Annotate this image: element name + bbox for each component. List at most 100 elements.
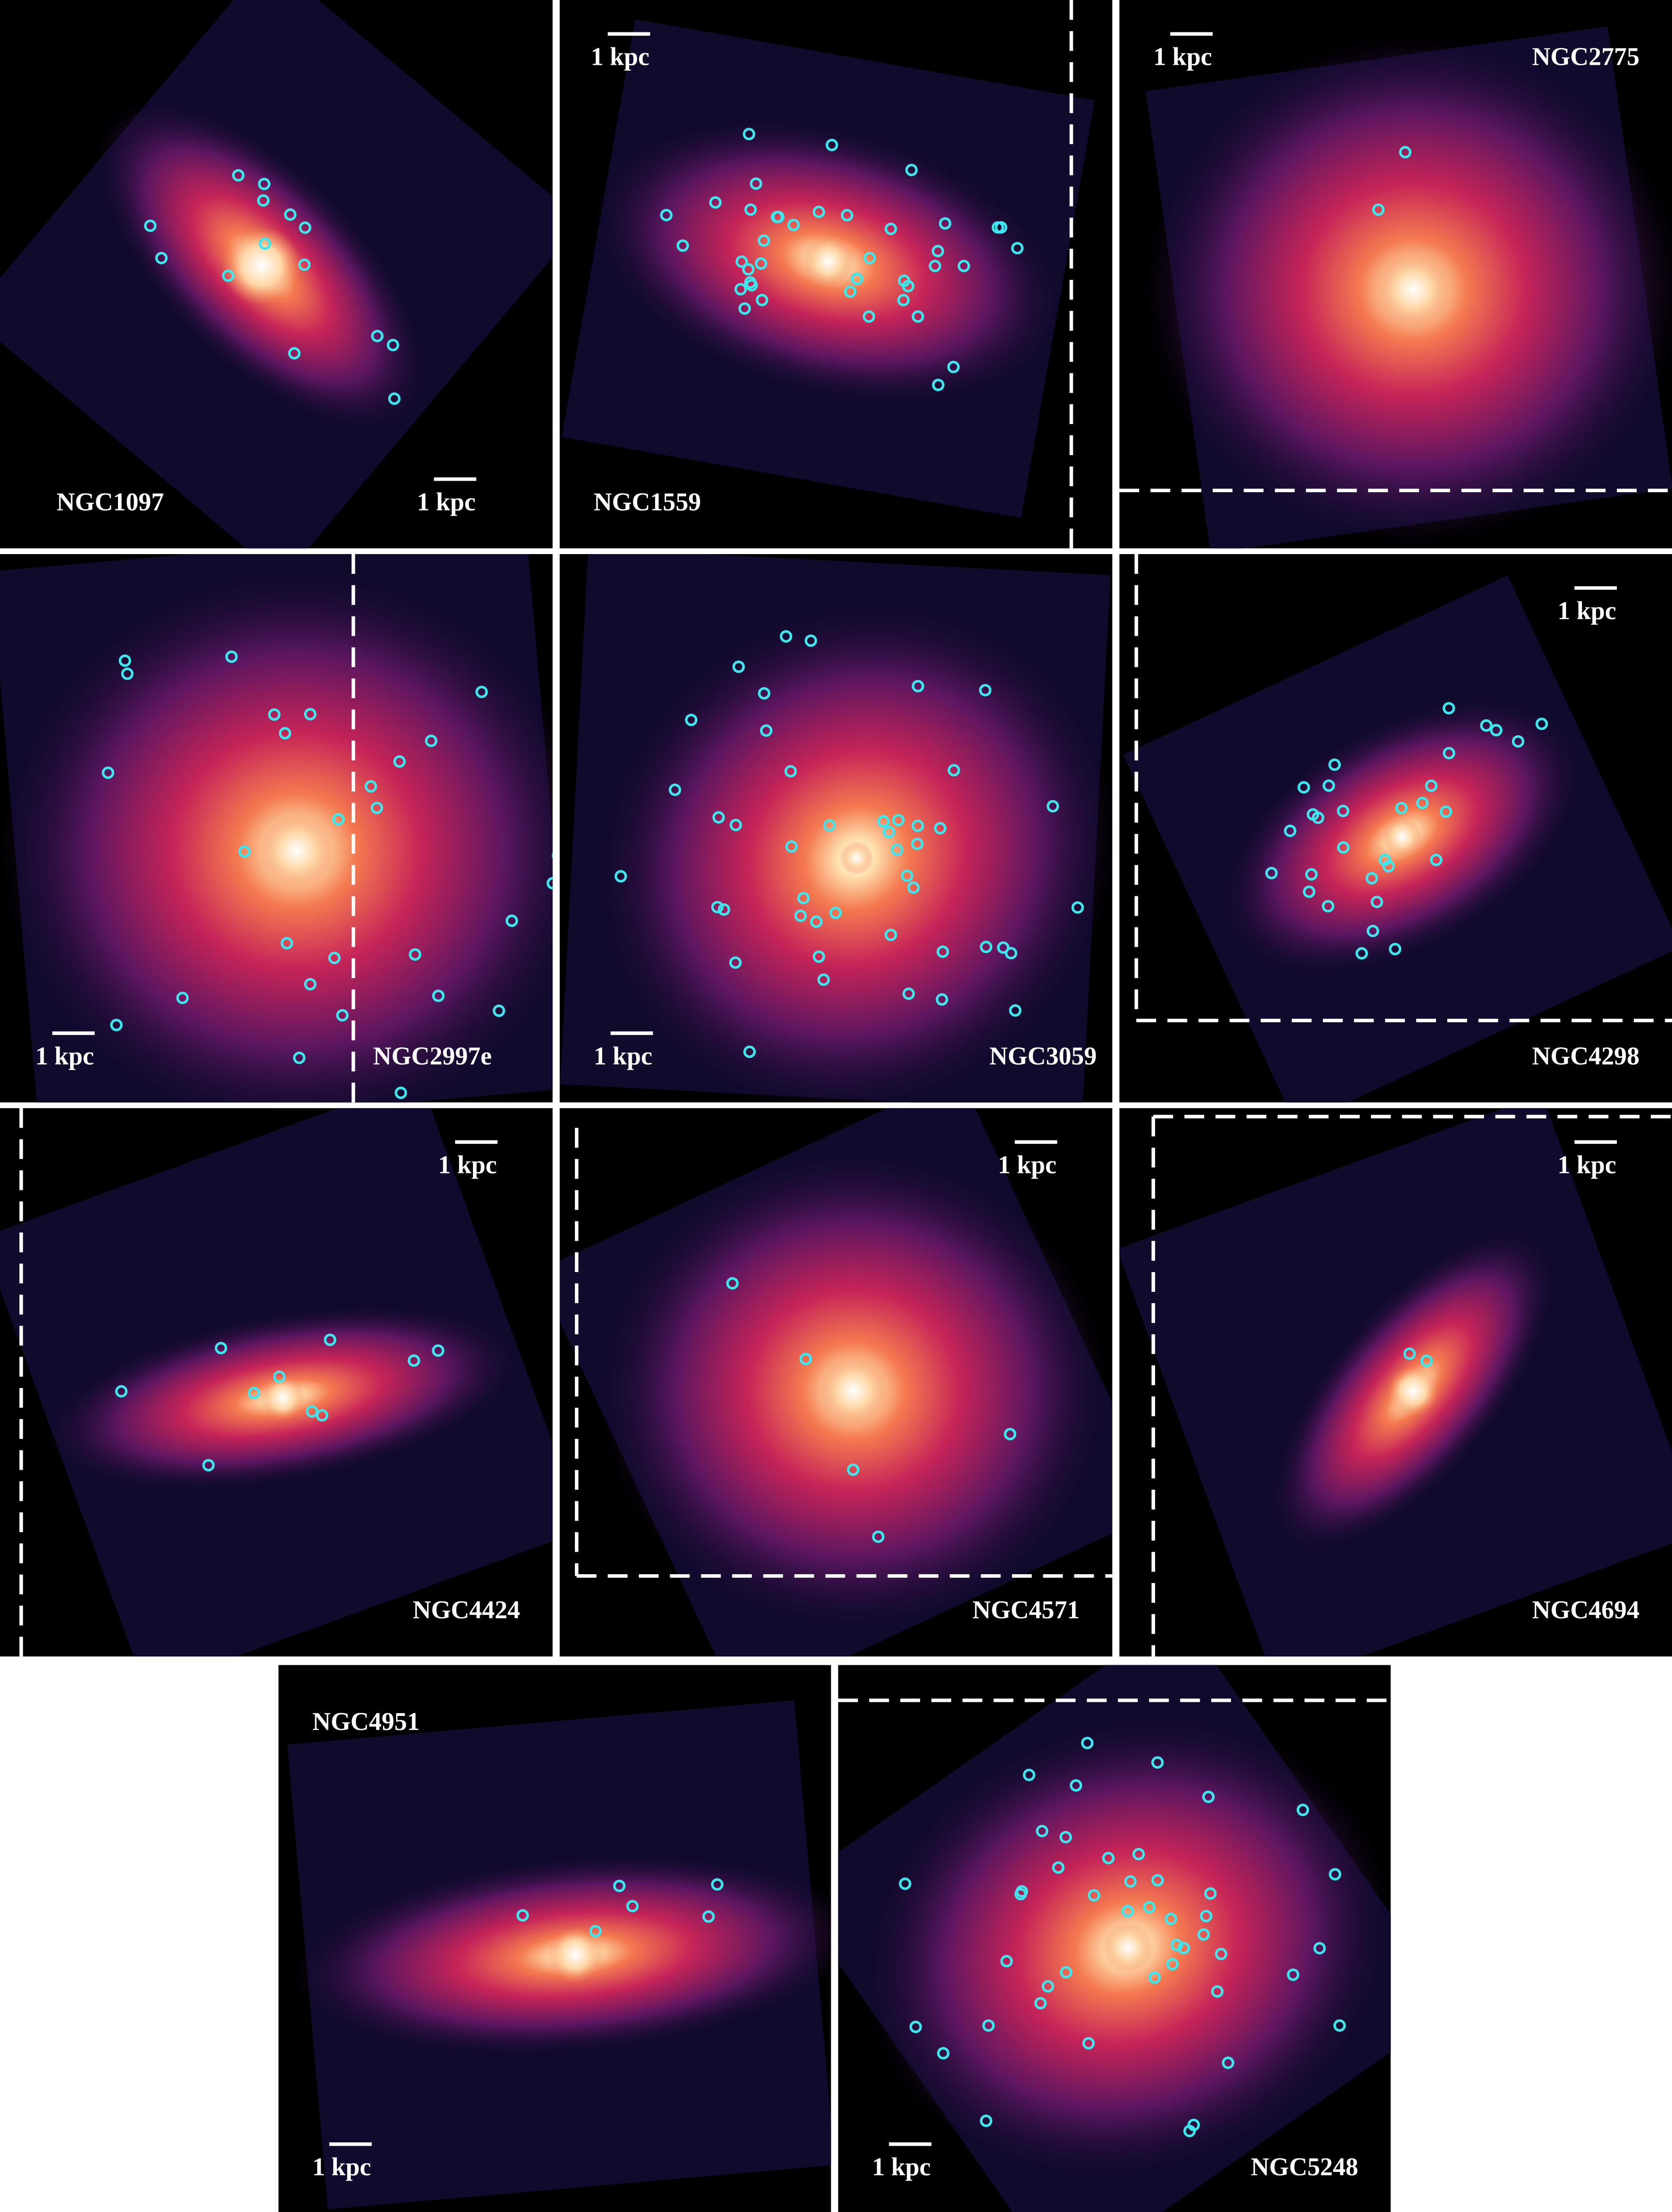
galaxy-name: NGC2775 bbox=[1532, 43, 1640, 71]
source-marker bbox=[877, 815, 890, 828]
panel: NGC4424 1 kpc bbox=[0, 1108, 553, 1657]
source-marker bbox=[980, 940, 993, 953]
panel-image bbox=[559, 554, 1113, 1103]
source-marker bbox=[784, 765, 797, 778]
panel: NGC2775 1 kpc bbox=[1119, 0, 1672, 549]
panel: NGC4298 1 kpc bbox=[1119, 554, 1672, 1103]
source-marker bbox=[118, 654, 132, 667]
source-marker bbox=[280, 937, 293, 950]
source-marker bbox=[1337, 841, 1350, 854]
source-marker bbox=[905, 163, 918, 176]
source-marker bbox=[1143, 1901, 1156, 1914]
source-marker bbox=[899, 1877, 911, 1890]
source-marker bbox=[425, 734, 438, 747]
source-marker bbox=[787, 219, 800, 232]
source-marker bbox=[1365, 872, 1378, 885]
source-marker bbox=[1121, 1904, 1134, 1918]
source-marker bbox=[1059, 1831, 1072, 1844]
source-marker bbox=[979, 684, 992, 697]
source-marker bbox=[1215, 1948, 1228, 1961]
source-marker bbox=[957, 260, 970, 273]
scale-label: 1 kpc bbox=[998, 1151, 1056, 1179]
source-marker bbox=[729, 819, 742, 832]
source-marker bbox=[1265, 866, 1278, 879]
galaxy-core bbox=[547, 1926, 604, 1983]
source-marker bbox=[742, 263, 755, 276]
source-marker bbox=[316, 1409, 328, 1422]
source-marker bbox=[931, 245, 944, 258]
source-marker bbox=[812, 205, 825, 219]
source-marker bbox=[797, 892, 810, 905]
source-marker bbox=[332, 813, 345, 826]
source-marker bbox=[222, 269, 235, 282]
source-marker bbox=[1442, 747, 1455, 760]
source-marker bbox=[144, 220, 157, 232]
source-marker bbox=[110, 1019, 123, 1031]
source-marker bbox=[1321, 900, 1335, 913]
source-marker bbox=[901, 869, 913, 882]
galaxy-core bbox=[839, 841, 874, 875]
source-marker bbox=[1177, 1942, 1190, 1955]
source-marker bbox=[1023, 1769, 1036, 1781]
source-marker bbox=[115, 1385, 128, 1398]
source-marker bbox=[615, 870, 627, 883]
panel: NGC4694 1 kpc bbox=[1119, 1108, 1672, 1657]
source-marker bbox=[884, 222, 897, 235]
source-marker bbox=[669, 783, 681, 796]
galaxy-name: NGC1097 bbox=[57, 488, 164, 516]
panel-image bbox=[1119, 0, 1672, 549]
source-marker bbox=[757, 234, 770, 247]
source-marker bbox=[847, 1463, 860, 1476]
source-marker bbox=[1535, 718, 1548, 730]
source-marker bbox=[732, 660, 745, 673]
source-marker bbox=[248, 1387, 261, 1399]
source-marker bbox=[755, 257, 767, 270]
source-marker bbox=[505, 914, 518, 927]
source-marker bbox=[1102, 1852, 1115, 1864]
source-marker bbox=[323, 1333, 337, 1347]
panel: NGC3059 1 kpc bbox=[559, 554, 1113, 1103]
source-marker bbox=[328, 952, 341, 965]
source-marker bbox=[288, 347, 301, 360]
source-marker bbox=[1151, 1756, 1164, 1769]
source-marker bbox=[1442, 702, 1455, 715]
source-marker bbox=[711, 1878, 724, 1891]
panel: NGC4951 1 kpc bbox=[278, 1665, 831, 2212]
source-marker bbox=[1511, 735, 1525, 748]
scale-label: 1 kpc bbox=[312, 2153, 371, 2181]
source-marker bbox=[1379, 853, 1391, 866]
source-marker bbox=[365, 780, 377, 793]
panel-image bbox=[278, 1665, 831, 2212]
galaxy-name: NGC3059 bbox=[989, 1042, 1097, 1070]
source-marker bbox=[1336, 805, 1349, 818]
source-marker bbox=[1303, 885, 1316, 898]
source-marker bbox=[1034, 1997, 1047, 2010]
source-marker bbox=[1480, 719, 1493, 732]
source-marker bbox=[909, 2021, 922, 2033]
source-marker bbox=[225, 650, 238, 663]
source-marker bbox=[1082, 2037, 1095, 2050]
source-marker bbox=[660, 208, 673, 221]
scale-label: 1 kpc bbox=[417, 488, 475, 516]
source-marker bbox=[1052, 1861, 1065, 1874]
source-marker bbox=[726, 1277, 739, 1290]
source-marker bbox=[1403, 1347, 1416, 1360]
source-marker bbox=[738, 302, 751, 315]
galaxy-name: NGC4694 bbox=[1532, 1596, 1640, 1624]
panel-image bbox=[0, 554, 553, 1103]
panel-image bbox=[559, 1108, 1113, 1657]
source-marker bbox=[779, 630, 792, 643]
source-marker bbox=[1183, 2124, 1196, 2138]
source-marker bbox=[702, 1910, 715, 1923]
source-marker bbox=[829, 906, 842, 919]
source-marker bbox=[1221, 2056, 1234, 2069]
source-marker bbox=[729, 956, 742, 969]
source-marker bbox=[825, 139, 838, 151]
scale-label: 1 kpc bbox=[591, 43, 649, 71]
source-marker bbox=[475, 686, 488, 698]
source-marker bbox=[939, 217, 952, 230]
source-marker bbox=[936, 993, 949, 1006]
source-marker bbox=[882, 825, 895, 838]
source-marker bbox=[1081, 1737, 1094, 1749]
source-marker bbox=[268, 708, 281, 721]
